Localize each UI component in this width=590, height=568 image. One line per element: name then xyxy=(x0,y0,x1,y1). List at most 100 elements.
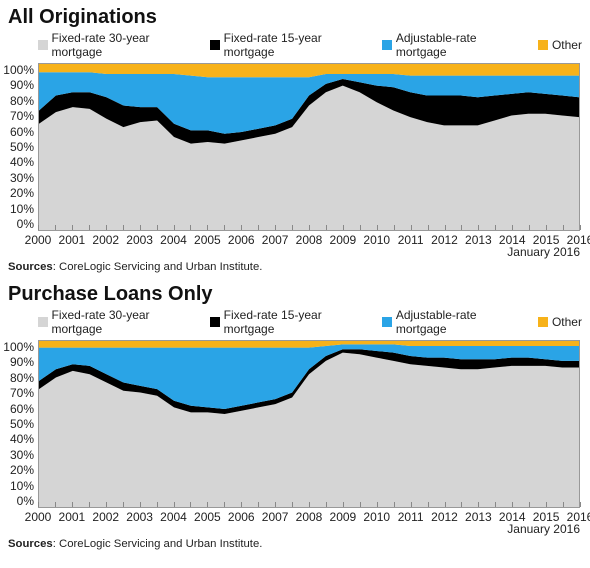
chart-block-all-originations: All OriginationsFixed-rate 30-year mortg… xyxy=(8,6,582,273)
x-tick-mark xyxy=(478,502,479,507)
x-tick-mark xyxy=(428,502,429,507)
legend-label: Fixed-rate 15-year mortgage xyxy=(224,31,369,59)
x-tick-mark xyxy=(106,502,107,507)
legend-swatch xyxy=(210,317,220,327)
x-tick-mark xyxy=(174,225,175,230)
x-tick-mark xyxy=(377,225,378,230)
x-tick-mark xyxy=(275,225,276,230)
x-tick-label: 2006 xyxy=(228,510,255,524)
legend-label: Adjustable-rate mortgage xyxy=(396,31,524,59)
plot-column: 2000200120022003200420052006200720082009… xyxy=(38,340,582,536)
x-tick-mark xyxy=(140,502,141,507)
x-tick-mark xyxy=(394,225,395,230)
y-tick-label: 70% xyxy=(10,109,34,123)
x-tick-label: 2009 xyxy=(330,510,357,524)
legend-label: Fixed-rate 15-year mortgage xyxy=(224,308,369,336)
x-tick-mark xyxy=(55,502,56,507)
x-tick-mark xyxy=(563,225,564,230)
x-tick-mark xyxy=(411,502,412,507)
x-tick-mark xyxy=(512,502,513,507)
legend-item: Fixed-rate 30-year mortgage xyxy=(38,31,196,59)
x-tick-mark xyxy=(207,225,208,230)
x-tick-mark xyxy=(411,225,412,230)
x-tick-label: 2001 xyxy=(59,233,86,247)
legend: Fixed-rate 30-year mortgage Fixed-rate 15… xyxy=(38,308,582,336)
x-tick-mark xyxy=(38,225,39,230)
y-tick-label: 100% xyxy=(3,340,34,354)
x-tick-mark xyxy=(495,225,496,230)
x-tick-label: 2006 xyxy=(228,233,255,247)
legend-swatch xyxy=(382,40,392,50)
x-axis: 2000200120022003200420052006200720082009… xyxy=(38,231,580,245)
x-tick-label: 2000 xyxy=(25,233,52,247)
legend-swatch xyxy=(382,317,392,327)
x-tick-mark xyxy=(72,225,73,230)
x-tick-mark xyxy=(445,502,446,507)
x-tick-label: 2003 xyxy=(126,233,153,247)
x-tick-mark xyxy=(207,502,208,507)
y-tick-label: 80% xyxy=(10,371,34,385)
y-tick-label: 20% xyxy=(10,186,34,200)
y-tick-label: 10% xyxy=(10,202,34,216)
legend-item: Other xyxy=(538,315,582,329)
x-tick-mark xyxy=(55,225,56,230)
x-tick-mark xyxy=(72,502,73,507)
x-tick-label: 2014 xyxy=(499,233,526,247)
y-tick-label: 20% xyxy=(10,463,34,477)
date-stamp: January 2016 xyxy=(38,245,580,259)
x-tick-mark xyxy=(478,225,479,230)
x-tick-label: 2016 xyxy=(567,510,590,524)
plot xyxy=(38,340,580,508)
y-tick-label: 30% xyxy=(10,171,34,185)
x-tick-mark xyxy=(529,502,530,507)
x-tick-label: 2004 xyxy=(160,510,187,524)
x-tick-label: 2011 xyxy=(398,510,424,524)
x-tick-mark xyxy=(495,502,496,507)
source-label: Sources xyxy=(8,261,53,273)
y-tick-label: 50% xyxy=(10,417,34,431)
y-tick-label: 30% xyxy=(10,448,34,462)
x-tick-mark xyxy=(157,225,158,230)
x-tick-mark xyxy=(157,502,158,507)
x-axis: 2000200120022003200420052006200720082009… xyxy=(38,508,580,522)
date-stamp: January 2016 xyxy=(38,522,580,536)
x-tick-label: 2001 xyxy=(59,510,86,524)
legend-item: Fixed-rate 30-year mortgage xyxy=(38,308,196,336)
x-tick-mark xyxy=(89,225,90,230)
y-tick-label: 80% xyxy=(10,94,34,108)
y-tick-label: 0% xyxy=(17,217,34,231)
y-tick-label: 0% xyxy=(17,494,34,508)
x-tick-mark xyxy=(190,225,191,230)
y-tick-label: 60% xyxy=(10,402,34,416)
x-tick-mark xyxy=(394,502,395,507)
source-line: Sources: CoreLogic Servicing and Urban I… xyxy=(8,538,582,550)
legend-label: Adjustable-rate mortgage xyxy=(396,308,524,336)
legend-label: Other xyxy=(552,315,582,329)
x-tick-mark xyxy=(258,225,259,230)
y-tick-label: 70% xyxy=(10,386,34,400)
x-tick-mark xyxy=(224,225,225,230)
y-tick-label: 50% xyxy=(10,140,34,154)
legend-item: Fixed-rate 15-year mortgage xyxy=(210,31,368,59)
y-axis: 100%90%80%70%60%50%40%30%20%10%0% xyxy=(8,340,38,508)
x-tick-mark xyxy=(461,225,462,230)
x-tick-mark xyxy=(326,502,327,507)
x-tick-mark xyxy=(326,225,327,230)
x-tick-mark xyxy=(241,502,242,507)
x-tick-mark xyxy=(360,502,361,507)
x-tick-label: 2015 xyxy=(533,510,560,524)
x-tick-mark xyxy=(529,225,530,230)
legend-item: Other xyxy=(538,38,582,52)
y-tick-label: 40% xyxy=(10,432,34,446)
x-tick-mark xyxy=(512,225,513,230)
chart-title: Purchase Loans Only xyxy=(8,283,582,306)
x-tick-label: 2005 xyxy=(194,510,221,524)
x-tick-label: 2010 xyxy=(363,510,390,524)
legend-item: Adjustable-rate mortgage xyxy=(382,31,524,59)
x-tick-label: 2009 xyxy=(330,233,357,247)
x-tick-label: 2007 xyxy=(262,233,289,247)
legend-swatch xyxy=(38,40,48,50)
x-tick-label: 2003 xyxy=(126,510,153,524)
x-tick-mark xyxy=(106,225,107,230)
x-tick-label: 2008 xyxy=(296,510,323,524)
